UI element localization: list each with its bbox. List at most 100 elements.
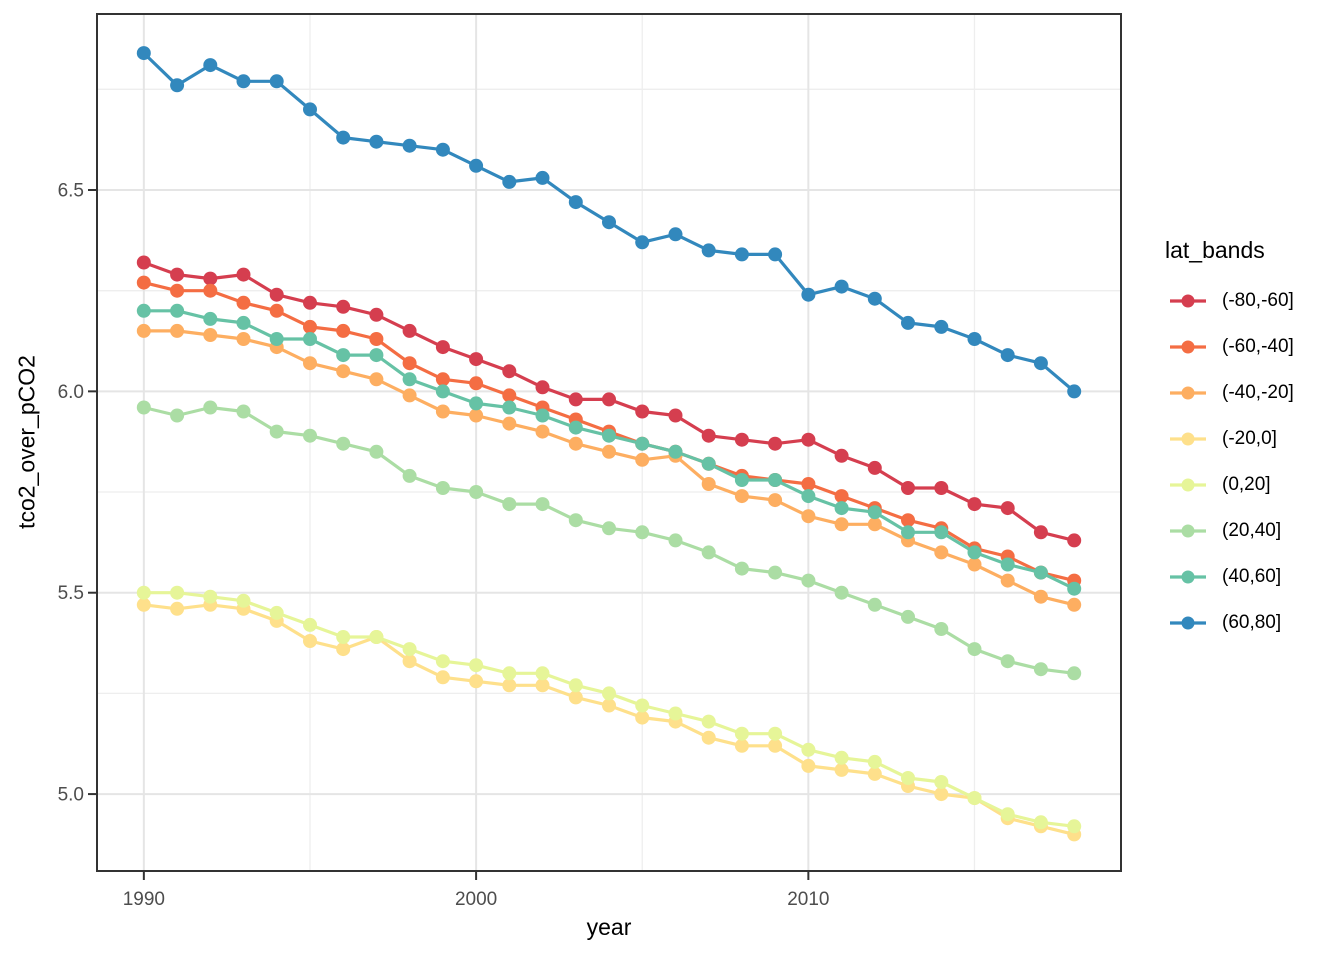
- data-point: [635, 525, 650, 540]
- data-point: [1033, 565, 1048, 580]
- data-point: [236, 74, 251, 89]
- data-point: [269, 303, 284, 318]
- legend-item: (-60,-40]: [1165, 324, 1294, 370]
- data-point: [635, 235, 650, 250]
- legend-title: lat_bands: [1165, 237, 1265, 263]
- data-point: [136, 400, 151, 415]
- data-point: [136, 597, 151, 612]
- data-point: [203, 400, 218, 415]
- data-point: [734, 489, 749, 504]
- data-point: [469, 408, 484, 423]
- data-point: [402, 356, 417, 371]
- data-point: [269, 605, 284, 620]
- data-point: [236, 267, 251, 282]
- data-point: [668, 444, 683, 459]
- data-point: [502, 364, 517, 379]
- data-point: [934, 319, 949, 334]
- y-tick-label: 6.5: [58, 180, 84, 201]
- data-point: [269, 424, 284, 439]
- data-point: [801, 489, 816, 504]
- legend-key-icon: [1170, 570, 1206, 584]
- data-point: [236, 404, 251, 419]
- data-point: [469, 158, 484, 173]
- data-point: [303, 332, 317, 346]
- data-point: [535, 666, 550, 681]
- data-point: [170, 408, 185, 423]
- data-point: [369, 134, 384, 149]
- data-point: [336, 364, 351, 379]
- data-point: [1033, 356, 1048, 371]
- data-point: [369, 348, 384, 363]
- data-point: [967, 332, 982, 346]
- series-(20,40]: [136, 400, 1082, 681]
- data-point: [602, 215, 616, 230]
- data-point: [568, 420, 583, 435]
- legend-item: (-20,0]: [1165, 416, 1294, 462]
- panel-border: [96, 13, 1122, 872]
- legend-item: (40,60]: [1165, 554, 1294, 600]
- data-point: [336, 630, 351, 644]
- data-point: [469, 658, 484, 673]
- data-point: [602, 521, 616, 536]
- data-point: [734, 432, 749, 447]
- data-point: [203, 271, 218, 286]
- y-tick-label: 5.0: [58, 785, 84, 806]
- data-point: [469, 485, 484, 499]
- data-point: [1000, 573, 1015, 588]
- legend-key-icon: [1170, 386, 1206, 400]
- data-point: [303, 295, 317, 310]
- legend-key-icon: [1170, 294, 1206, 308]
- y-tick-label: 5.5: [58, 583, 84, 604]
- data-point: [1067, 384, 1082, 399]
- data-point: [934, 787, 949, 802]
- data-point: [502, 388, 517, 403]
- data-point: [336, 348, 351, 363]
- data-point: [535, 408, 550, 423]
- data-point: [867, 766, 882, 781]
- series-(40,60]: [136, 303, 1082, 596]
- data-point: [535, 170, 550, 185]
- data-point: [602, 698, 616, 713]
- data-point: [435, 670, 450, 685]
- data-point: [701, 428, 716, 443]
- data-point: [402, 138, 417, 153]
- data-point: [934, 481, 949, 495]
- data-point: [1033, 815, 1048, 830]
- data-point: [967, 497, 982, 512]
- data-point: [535, 424, 550, 439]
- data-point: [568, 195, 583, 210]
- legend-item: (60,80]: [1165, 600, 1294, 646]
- data-point: [768, 493, 783, 508]
- data-point: [236, 315, 251, 330]
- legend-item-label: (40,60]: [1222, 566, 1282, 587]
- data-point: [502, 400, 517, 415]
- data-point: [568, 436, 583, 451]
- data-point: [834, 517, 849, 532]
- data-point: [967, 791, 982, 806]
- data-point: [369, 372, 384, 387]
- data-point: [502, 416, 517, 431]
- data-point: [1033, 589, 1048, 604]
- x-tick-label: 2000: [455, 889, 497, 910]
- data-point: [136, 303, 151, 318]
- data-point: [834, 489, 849, 504]
- data-point: [402, 388, 417, 403]
- data-point: [170, 323, 185, 338]
- data-point: [834, 279, 849, 294]
- legend-item-label: (20,40]: [1222, 520, 1282, 541]
- data-point: [402, 323, 417, 338]
- data-point: [1000, 654, 1015, 669]
- data-point: [901, 513, 915, 528]
- legend-item: (20,40]: [1165, 508, 1294, 554]
- data-point: [402, 468, 417, 483]
- legend-key-icon: [1170, 432, 1206, 446]
- data-point: [768, 738, 783, 753]
- data-point: [867, 460, 882, 475]
- data-point: [1067, 533, 1082, 548]
- data-point: [602, 428, 616, 443]
- series-(60,80]: [136, 46, 1082, 399]
- data-point: [867, 754, 882, 769]
- data-point: [502, 497, 517, 512]
- legend-item-label: (60,80]: [1222, 612, 1282, 633]
- data-point: [170, 303, 185, 318]
